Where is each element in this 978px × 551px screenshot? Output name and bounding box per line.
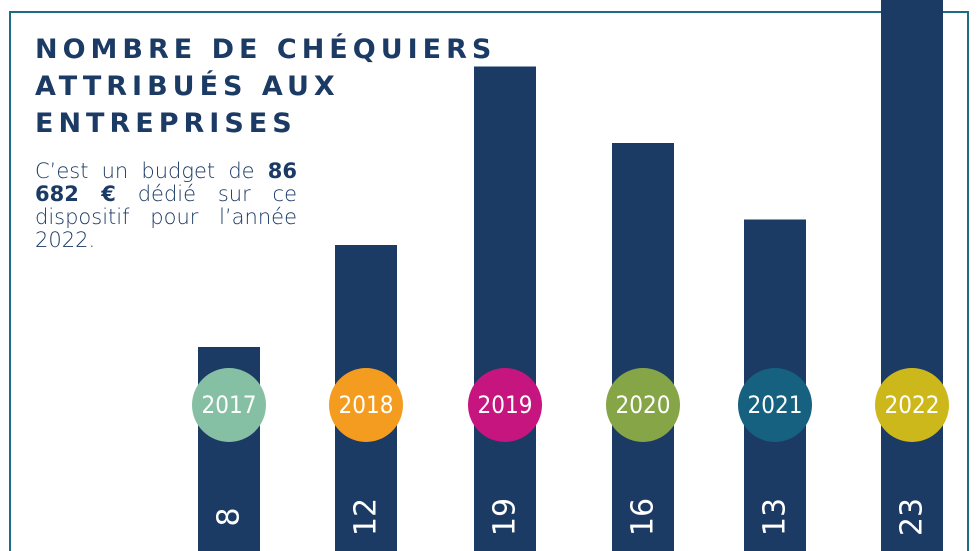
chart-title: NOMBRE DE CHÉQUIERS bbox=[35, 33, 496, 65]
value-label: 16 bbox=[626, 498, 661, 536]
x-tick-label: 2021 bbox=[748, 391, 803, 419]
year-badge bbox=[329, 368, 403, 442]
bar bbox=[881, 0, 943, 551]
year-badge bbox=[606, 368, 680, 442]
text: 86 682 € bbox=[35, 159, 297, 206]
description: C’est un budget de 86 682 € dédié sur ce… bbox=[35, 160, 297, 252]
chart-title: ATTRIBUÉS AUX bbox=[35, 70, 340, 102]
bar bbox=[612, 143, 674, 551]
chart-title: ENTREPRISES bbox=[35, 108, 297, 139]
year-badge bbox=[468, 368, 542, 442]
value-label: 23 bbox=[895, 498, 930, 536]
x-tick-label: 2019 bbox=[478, 391, 533, 419]
year-badge bbox=[738, 368, 812, 442]
x-tick-label: 2017 bbox=[202, 391, 257, 419]
year-badge bbox=[875, 368, 949, 442]
text: dédié sur ce dispositif pour l’année 202… bbox=[35, 182, 297, 252]
year-badge bbox=[192, 368, 266, 442]
value-label: 13 bbox=[758, 498, 793, 536]
value-label: 8 bbox=[212, 507, 247, 526]
x-tick-label: 2022 bbox=[885, 391, 940, 419]
frame bbox=[9, 11, 969, 551]
x-tick-label: 2018 bbox=[339, 391, 394, 419]
text: C’est un budget de bbox=[35, 159, 268, 183]
x-tick-label: 2020 bbox=[616, 391, 671, 419]
value-label: 19 bbox=[488, 498, 523, 536]
value-label: 12 bbox=[349, 498, 384, 536]
bar bbox=[474, 66, 536, 551]
